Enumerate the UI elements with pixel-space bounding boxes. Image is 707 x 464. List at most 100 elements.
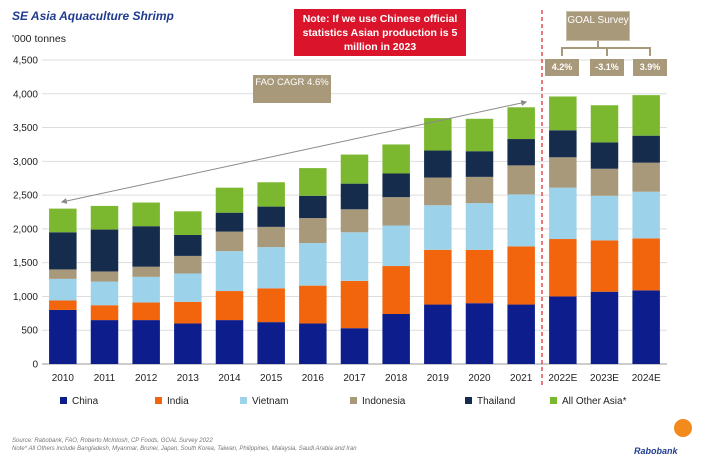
y-tick-label: 4,000 xyxy=(13,89,38,100)
x-tick-label: 2016 xyxy=(302,373,325,384)
x-tick-label: 2024E xyxy=(632,373,661,384)
bar-segment-china-2014 xyxy=(215,320,244,364)
goal-value-2024: 3.9% xyxy=(633,59,667,76)
legend: China India Vietnam Indonesia Thailand A… xyxy=(60,396,680,410)
bar-segment-thailand-2024E xyxy=(632,135,660,163)
bar-segment-all-other-asia-2022E xyxy=(549,96,577,131)
source-line: Source: Rabobank, FAO, Roberto McIntosh,… xyxy=(12,438,213,444)
bar-segment-vietnam-2018 xyxy=(382,225,410,267)
bar-segment-china-2010 xyxy=(49,309,77,364)
bar-segment-all-other-asia-2014 xyxy=(215,187,244,213)
bar-segment-india-2012 xyxy=(132,302,160,321)
bar-segment-thailand-2017 xyxy=(340,183,369,210)
bar-segment-china-2019 xyxy=(424,304,452,364)
bar-segment-all-other-asia-2015 xyxy=(257,182,285,207)
bar-segment-thailand-2019 xyxy=(424,150,452,178)
bar-segment-indonesia-2021 xyxy=(507,165,535,195)
bar-segment-india-2020 xyxy=(465,249,494,304)
x-tick-label: 2015 xyxy=(260,373,283,384)
goal-value-2022: 4.2% xyxy=(545,59,579,76)
bar-segment-indonesia-2022E xyxy=(549,157,577,188)
legend-label-thailand: Thailand xyxy=(477,396,516,407)
legend-swatch-indonesia xyxy=(350,397,357,404)
x-tick-label: 2010 xyxy=(52,373,75,384)
bar-segment-indonesia-2019 xyxy=(424,177,452,206)
bar-segment-vietnam-2017 xyxy=(340,232,369,281)
bar-segment-india-2013 xyxy=(174,301,202,324)
bar-segment-china-2021 xyxy=(507,304,535,364)
bar-segment-vietnam-2021 xyxy=(507,194,535,247)
note-box: Note: If we use Chinese official statist… xyxy=(294,9,466,56)
bar-segment-india-2015 xyxy=(257,288,285,323)
x-tick-label: 2023E xyxy=(590,373,619,384)
chart-title: SE Asia Aquaculture Shrimp xyxy=(12,9,174,23)
bar-segment-thailand-2012 xyxy=(132,226,160,267)
bar-segment-all-other-asia-2017 xyxy=(340,154,369,184)
bar-segment-china-2022E xyxy=(549,296,577,364)
x-tick-label: 2022E xyxy=(548,373,577,384)
legend-label-all-other-asia: All Other Asia* xyxy=(562,396,627,407)
x-tick-label: 2017 xyxy=(343,373,366,384)
x-tick-label: 2013 xyxy=(177,373,200,384)
fao-cagr-label: FAO CAGR 4.6% xyxy=(253,75,331,103)
bar-segment-china-2013 xyxy=(174,323,202,364)
legend-india: India xyxy=(155,396,189,407)
x-tick-label: 2021 xyxy=(510,373,533,384)
bar-segment-thailand-2020 xyxy=(465,151,494,177)
x-tick-label: 2012 xyxy=(135,373,158,384)
x-tick-label: 2018 xyxy=(385,373,408,384)
bar-segment-india-2023E xyxy=(590,240,619,292)
bar-segment-china-2012 xyxy=(132,320,160,364)
bar-segment-thailand-2023E xyxy=(590,142,619,169)
y-tick-label: 3,500 xyxy=(13,123,38,134)
rabobank-logo-mark xyxy=(674,419,692,437)
bar-segment-vietnam-2013 xyxy=(174,273,202,302)
bar-segment-all-other-asia-2018 xyxy=(382,144,410,174)
y-tick-label: 1,000 xyxy=(13,292,38,303)
bar-segment-vietnam-2011 xyxy=(90,281,119,306)
legend-label-indonesia: Indonesia xyxy=(362,396,406,407)
bar-segment-china-2018 xyxy=(382,314,410,364)
y-tick-label: 1,500 xyxy=(13,258,38,269)
bar-segment-thailand-2022E xyxy=(549,130,577,158)
bar-segment-thailand-2018 xyxy=(382,173,410,198)
x-tick-label: 2020 xyxy=(468,373,491,384)
goal-bracket xyxy=(561,41,651,56)
bar-segment-all-other-asia-2021 xyxy=(507,107,535,140)
others-note-line: Note* All Others include Bangladesh, Mya… xyxy=(12,446,357,452)
bar-segment-vietnam-2010 xyxy=(49,278,77,301)
source-note: Source: Rabobank, FAO, Roberto McIntosh,… xyxy=(12,437,357,453)
y-tick-label: 0 xyxy=(32,360,38,371)
legend-label-china: China xyxy=(72,396,99,407)
bar-segment-china-2016 xyxy=(299,323,327,364)
bar-segment-india-2011 xyxy=(90,305,119,321)
legend-label-india: India xyxy=(167,396,189,407)
bar-segment-all-other-asia-2013 xyxy=(174,211,202,235)
bar-segment-all-other-asia-2010 xyxy=(49,208,77,233)
x-tick-label: 2014 xyxy=(218,373,241,384)
goal-value-2023: -3.1% xyxy=(590,59,624,76)
bar-segment-india-2017 xyxy=(340,280,369,329)
bar-segment-india-2022E xyxy=(549,239,577,297)
legend-all-other-asia: All Other Asia* xyxy=(550,396,626,407)
bar-segment-indonesia-2011 xyxy=(90,271,119,282)
bar-segment-all-other-asia-2024E xyxy=(632,95,660,136)
legend-label-vietnam: Vietnam xyxy=(252,396,289,407)
y-axis-units: '000 tonnes xyxy=(12,33,66,45)
bar-segment-thailand-2013 xyxy=(174,234,202,256)
bar-segment-china-2023E xyxy=(590,291,619,364)
bar-segment-vietnam-2019 xyxy=(424,205,452,250)
bar-segment-thailand-2021 xyxy=(507,139,535,166)
bar-segment-china-2024E xyxy=(632,290,660,364)
bar-segment-indonesia-2010 xyxy=(49,269,77,279)
bar-segment-china-2015 xyxy=(257,322,285,364)
bar-segment-all-other-asia-2020 xyxy=(465,118,494,152)
bar-segment-vietnam-2016 xyxy=(299,243,327,286)
goal-survey-label: GOAL Survey xyxy=(566,11,630,41)
bar-segment-india-2014 xyxy=(215,291,244,321)
y-tick-label: 500 xyxy=(21,326,38,337)
y-tick-label: 3,000 xyxy=(13,157,38,168)
bar-segment-vietnam-2022E xyxy=(549,187,577,240)
legend-china: China xyxy=(60,396,98,407)
